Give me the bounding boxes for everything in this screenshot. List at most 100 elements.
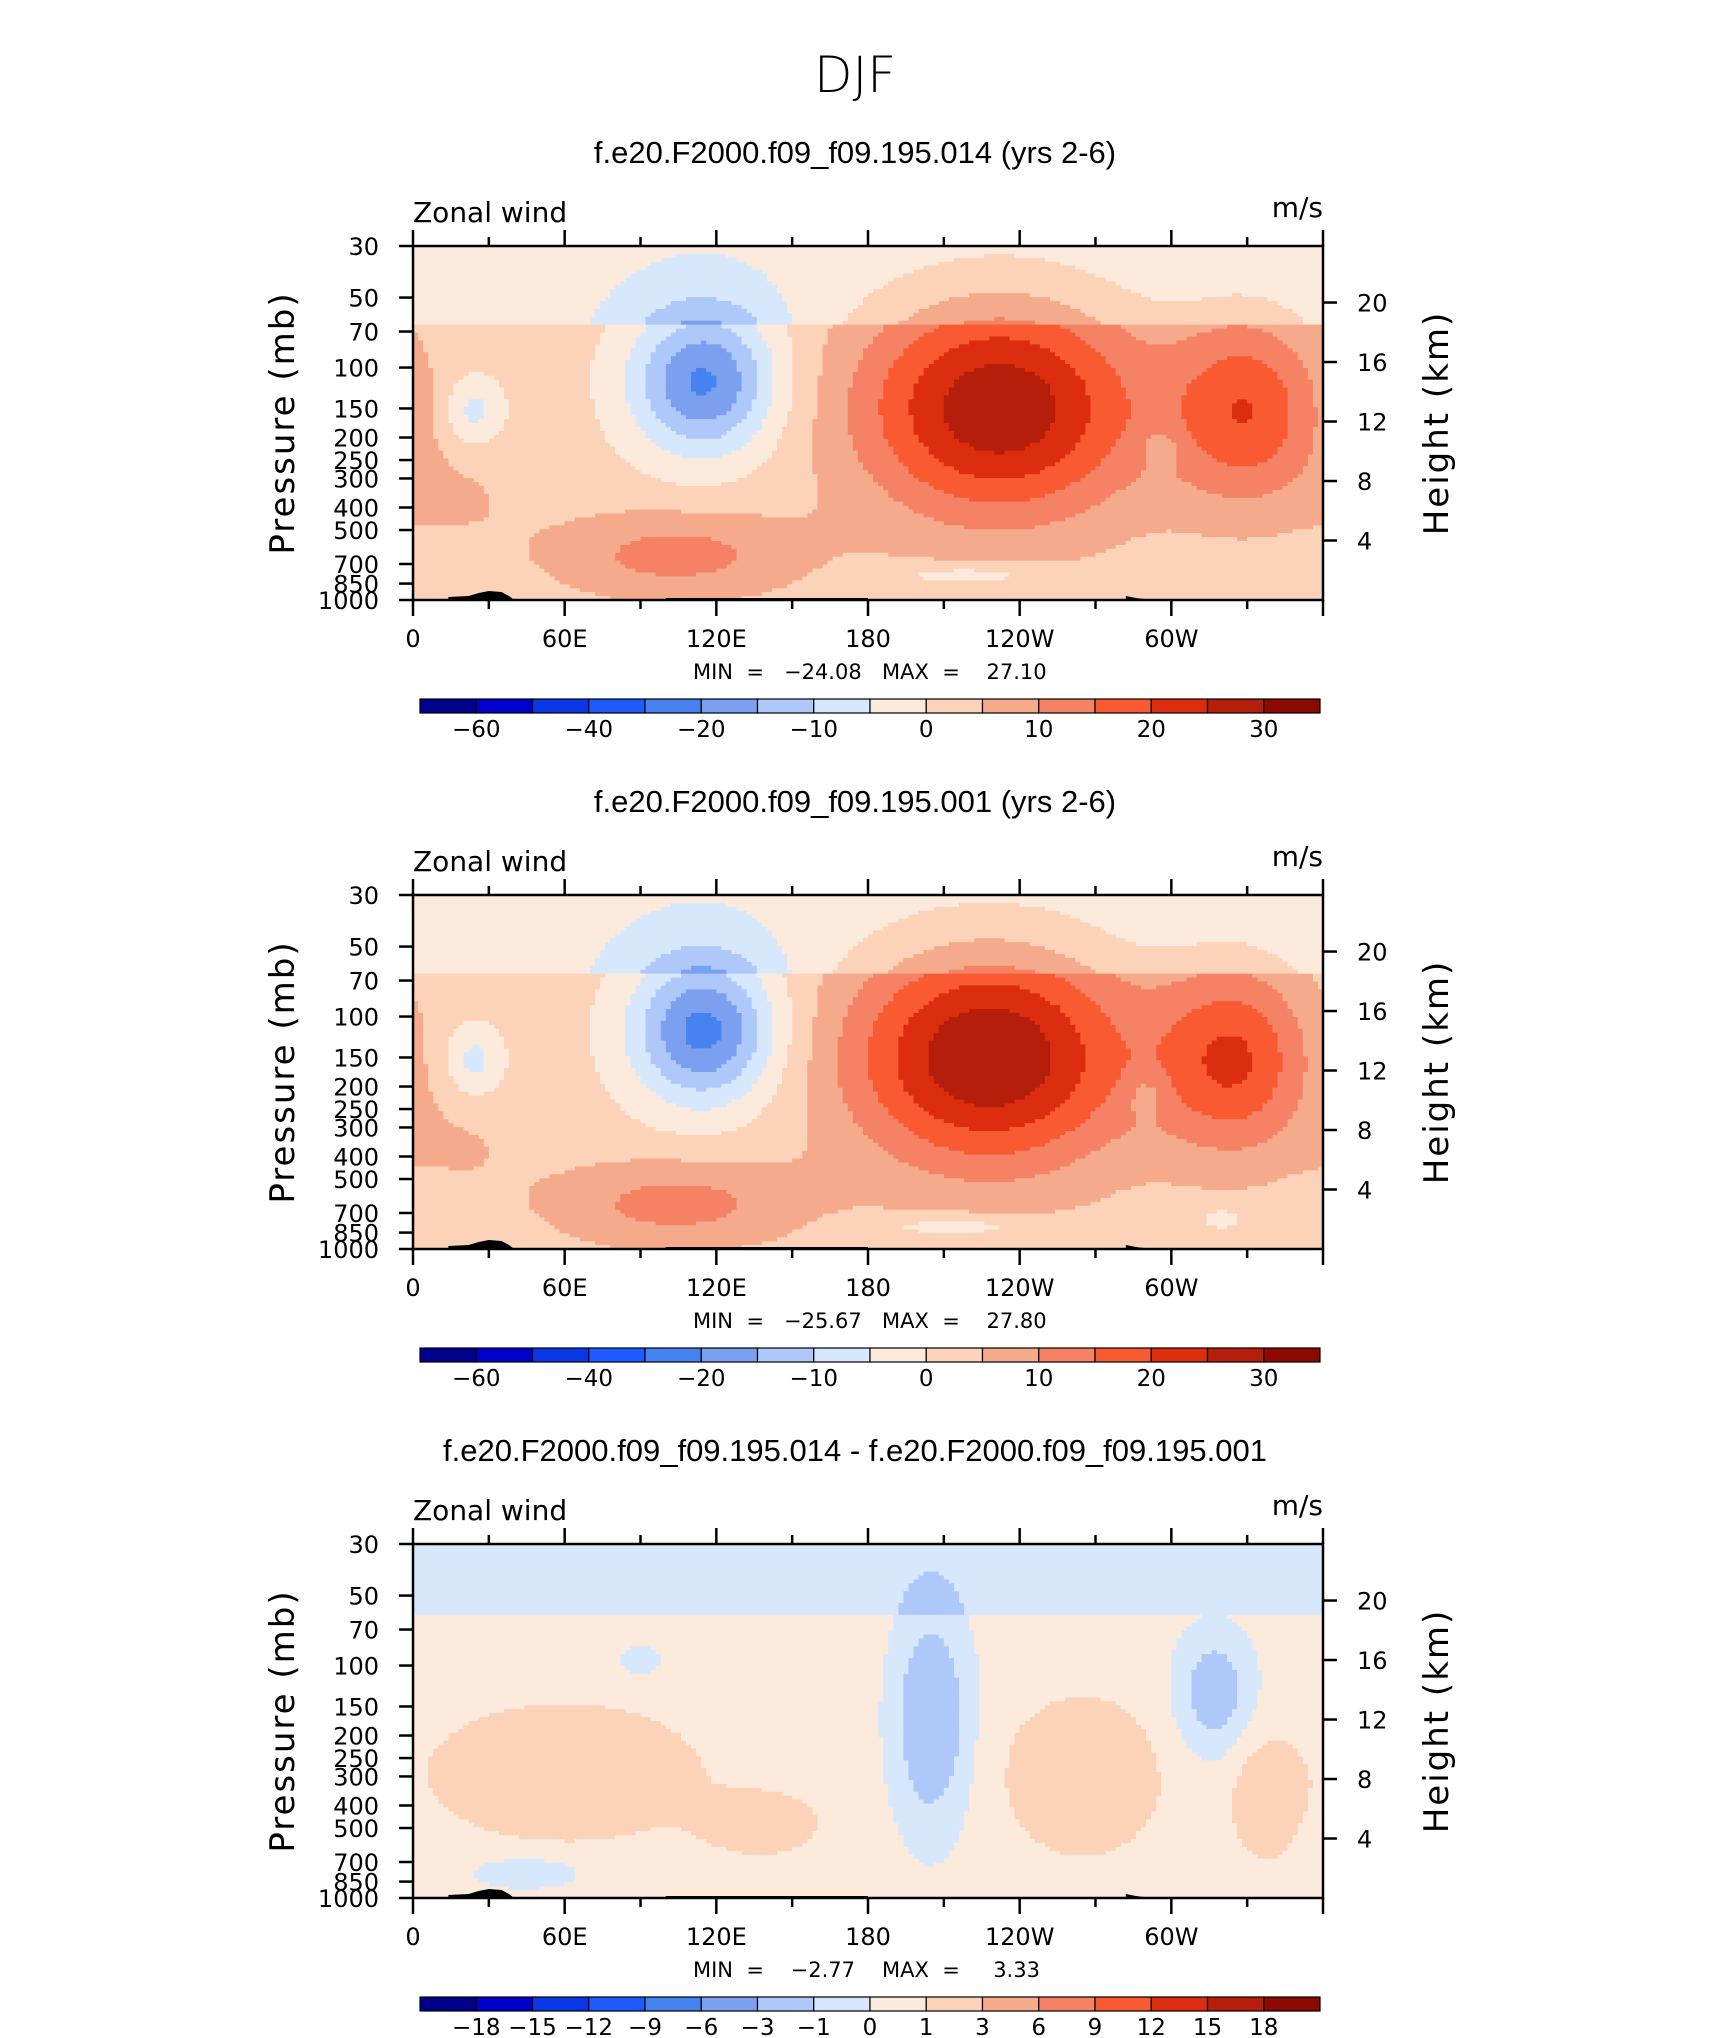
- colorbar-swatch: [475, 1996, 534, 2012]
- y2-tick-label: 8: [1357, 468, 1372, 496]
- colorbar-swatch: [869, 1347, 927, 1363]
- x-tick-label: 120E: [686, 625, 747, 653]
- x-tick-label: 120W: [985, 625, 1055, 653]
- y-tick-label: 850: [333, 571, 379, 599]
- y-tick-label: 70: [348, 968, 379, 996]
- y-axis-title: Pressure (mb): [263, 1589, 303, 1852]
- y-tick-label: 100: [333, 1004, 379, 1032]
- y-tick-label: 300: [333, 1763, 379, 1791]
- colorbar-label: 9: [1088, 2015, 1103, 2038]
- y-tick-label: 300: [333, 1114, 379, 1142]
- min-label: MIN = −25.67: [693, 1309, 862, 1333]
- y2-tick-label: 12: [1357, 1058, 1388, 1086]
- field-label: Zonal wind: [413, 196, 567, 229]
- y2-tick-label: 4: [1357, 1826, 1372, 1854]
- colorbar-label: −10: [789, 717, 838, 743]
- y-tick-label: 200: [333, 425, 379, 453]
- colorbar-swatch: [1263, 698, 1321, 714]
- y2-tick-label: 4: [1357, 528, 1372, 556]
- colorbar-swatch: [588, 698, 646, 714]
- max-label: MAX = 3.33: [882, 1958, 1040, 1982]
- y2-tick-label: 4: [1357, 1177, 1372, 1205]
- contour-field: [413, 246, 1324, 601]
- topography: [448, 1240, 1152, 1249]
- y2-tick-label: 16: [1357, 349, 1388, 377]
- colorbar-swatch: [1206, 1347, 1265, 1363]
- units-label: m/s: [1272, 1489, 1323, 1522]
- y-tick-label: 50: [348, 285, 379, 313]
- colorbar-swatch: [1038, 1996, 1096, 2012]
- colorbar-label: 0: [919, 717, 934, 743]
- x-tick-label: 0: [405, 625, 420, 653]
- y-tick-label: 850: [333, 1869, 379, 1897]
- colorbar-swatch: [531, 1996, 590, 2012]
- x-tick-label: 120W: [985, 1274, 1055, 1302]
- colorbar-swatch: [1263, 1347, 1321, 1363]
- colorbar-swatch: [1150, 1347, 1209, 1363]
- colorbar-swatch: [588, 1996, 646, 2012]
- colorbar-swatch: [1038, 1347, 1096, 1363]
- colorbar-swatch: [1094, 1347, 1152, 1363]
- colorbar-swatch: [644, 1347, 702, 1363]
- x-tick-label: 60E: [542, 1923, 588, 1951]
- colorbar-swatch: [869, 1996, 927, 2012]
- field-label: Zonal wind: [413, 845, 567, 878]
- colorbar-label: 0: [863, 2015, 878, 2038]
- panel-2: f.e20.F2000.f09_f09.195.001 (yrs 2-6) Zon…: [263, 784, 1457, 1392]
- colorbar-swatch: [419, 1996, 477, 2012]
- y-tick-label: 500: [333, 517, 379, 545]
- y2-tick-label: 20: [1357, 1588, 1388, 1616]
- y-tick-label: 1000: [318, 1885, 379, 1913]
- max-label: MAX = 27.10: [882, 660, 1047, 684]
- colorbar-swatch: [700, 1347, 759, 1363]
- y2-tick-label: 20: [1357, 290, 1388, 318]
- panels: f.e20.F2000.f09_f09.195.014 (yrs 2-6) Zon…: [263, 135, 1457, 2038]
- topography: [448, 1889, 1152, 1898]
- colorbar-label: −6: [684, 2015, 718, 2038]
- colorbar-label: −60: [452, 717, 501, 743]
- x-tick-label: 60W: [1144, 1923, 1198, 1951]
- colorbar-label: −60: [452, 1366, 501, 1392]
- colorbar-swatch: [869, 698, 927, 714]
- y2-axis-title: Height (km): [1417, 1609, 1457, 1834]
- colorbar-swatch: [981, 1996, 1040, 2012]
- colorbar-label: 10: [1024, 1366, 1053, 1392]
- colorbar-swatch: [981, 1347, 1040, 1363]
- x-tick-label: 120W: [985, 1923, 1055, 1951]
- y-tick-label: 70: [348, 1617, 379, 1645]
- x-tick-label: 120E: [686, 1923, 747, 1951]
- y-tick-label: 30: [348, 233, 379, 261]
- colorbar-label: −20: [677, 1366, 726, 1392]
- y-tick-label: 500: [333, 1166, 379, 1194]
- y-tick-label: 250: [333, 1096, 379, 1124]
- y-tick-label: 700: [333, 1849, 379, 1877]
- x-tick-label: 60W: [1144, 625, 1198, 653]
- colorbar: −60 −40 −20 −10 0 10 20 30: [419, 1347, 1321, 1392]
- y2-tick-label: 16: [1357, 1647, 1388, 1675]
- colorbar-label: −40: [564, 1366, 613, 1392]
- panel-1: f.e20.F2000.f09_f09.195.014 (yrs 2-6) Zon…: [263, 135, 1457, 743]
- min-label: MIN = −2.77: [693, 1958, 855, 1982]
- colorbar-swatch: [700, 1996, 759, 2012]
- colorbar-label: 1: [919, 2015, 934, 2038]
- y-tick-label: 850: [333, 1220, 379, 1248]
- colorbar-swatch: [981, 698, 1040, 714]
- colorbar-swatch: [813, 1347, 871, 1363]
- field-label: Zonal wind: [413, 1494, 567, 1527]
- colorbar-label: −10: [789, 1366, 838, 1392]
- y2-tick-label: 8: [1357, 1117, 1372, 1145]
- y-tick-label: 150: [333, 1693, 379, 1721]
- colorbar-swatch: [756, 698, 815, 714]
- y2-tick-label: 8: [1357, 1766, 1372, 1794]
- colorbar-swatch: [1150, 1996, 1209, 2012]
- colorbar-swatch: [1206, 698, 1265, 714]
- y-tick-label: 500: [333, 1815, 379, 1843]
- x-tick-label: 0: [405, 1274, 420, 1302]
- topography: [448, 591, 1152, 600]
- y-tick-label: 300: [333, 465, 379, 493]
- y-tick-label: 30: [348, 882, 379, 910]
- y-tick-label: 700: [333, 551, 379, 579]
- colorbar-swatch: [925, 698, 984, 714]
- colorbar-label: 10: [1024, 717, 1053, 743]
